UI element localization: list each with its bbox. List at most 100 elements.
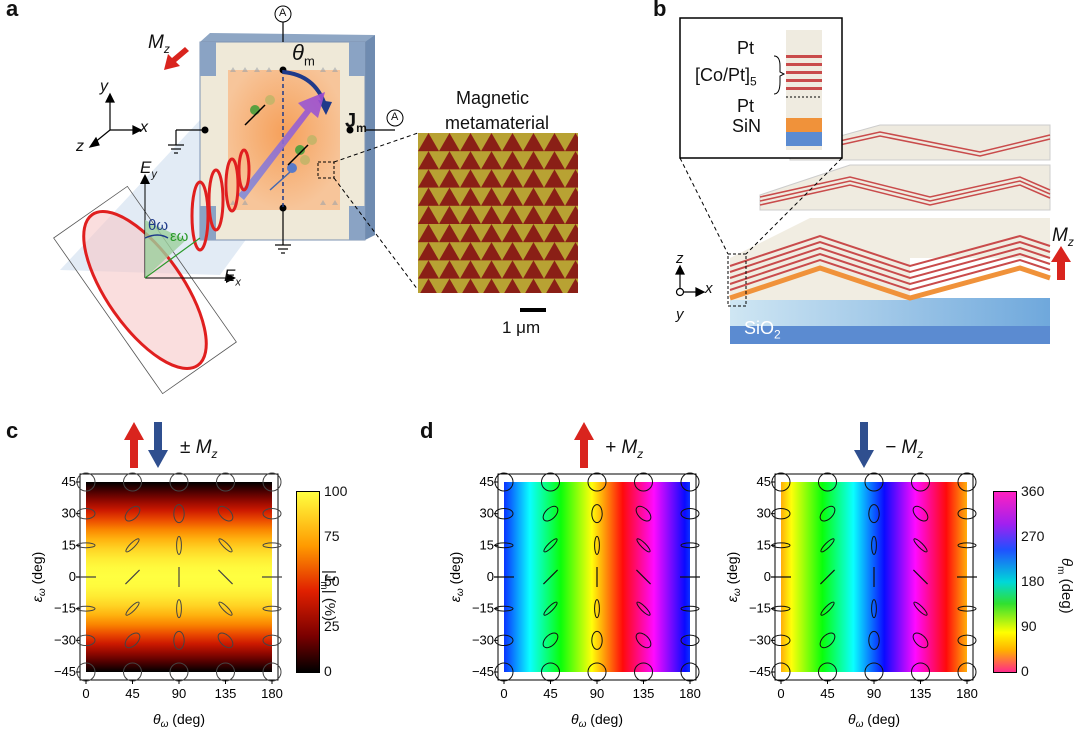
ex-label: Ex [224,266,241,289]
red-helix [190,148,251,252]
x-axis-label: θω (deg) [153,711,205,730]
polarization-glyph [912,632,929,649]
x-axis-label: θω (deg) [571,711,623,730]
polarization-glyph [913,538,928,553]
mz-up-arrow-b [1051,246,1071,280]
panel-d-right-title: − Mz [885,437,924,461]
y-tick-label: 0 [487,569,494,584]
ground-icon-bottom [275,244,291,254]
y-tick-label: 30 [757,506,771,521]
polarization-glyph [680,542,700,549]
polarization-glyph [125,569,140,585]
epsilon-omega-label: εω [170,228,189,245]
y-tick-label: 0 [764,569,771,584]
polarization-glyph [820,601,835,616]
polarization-glyph [594,599,600,619]
meta-title-1: Magnetic [456,88,530,108]
colorbar-c-tick-50: 50 [324,573,340,589]
y-tick-label: −15 [472,601,494,616]
y-tick-label: −15 [54,601,76,616]
polarization-glyph [957,634,977,647]
x-tick-label: 180 [261,686,283,701]
substrate-label: SiO2 [744,318,781,342]
y-axis-label: εω (deg) [447,552,466,603]
polarization-glyph [543,601,558,616]
polarization-glyph [262,507,282,520]
y-tick-label: 0 [69,569,76,584]
x-tick-label: 0 [82,686,89,701]
colorbar-c-label: |Jm| (%) [318,570,338,622]
colorbar-d-tick-0: 0 [1021,663,1029,679]
colorbar-d-tick-360: 360 [1021,483,1045,499]
ey-label: Ey [140,158,157,181]
theta-m-label: θm [292,40,315,69]
polarization-glyph [542,505,559,522]
polarization-glyph [123,472,142,492]
polarization-glyph [543,569,558,585]
device-top [200,33,375,42]
colorbar-c-tick-0: 0 [324,663,332,679]
polarization-glyph [216,662,235,682]
x-tick-label: 90 [867,686,881,701]
colorbar-c [296,491,320,673]
colorbar-d-tick-180: 180 [1021,573,1045,589]
polarization-glyph [957,472,977,492]
polarization-glyph [864,472,884,492]
polarization-glyph [591,504,603,524]
polarization-glyph [957,507,977,520]
triangle-array [230,67,338,205]
polarization-glyph [594,535,600,555]
polarization-glyph [218,538,233,553]
theta-m-arc [282,70,327,106]
axis-z-label-a: z [76,138,84,155]
x-tick-label: 0 [500,686,507,701]
colorbar-d-label: θm (deg) [1055,558,1075,614]
polarization-glyph [820,569,835,585]
y-tick-label: −30 [472,632,494,647]
polarization-glyph [912,505,929,522]
heatmap-d-left: 0 45 90 135 180 45 30 15 0 −15 −30 −45 θω (deg) εω (d… [447,472,701,730]
polarization-glyph [634,662,653,682]
polarization-glyph [868,630,880,650]
polarization-glyph [634,472,653,492]
ammeter-icon-top [274,5,292,23]
axes-icon [88,92,143,148]
jm-label: Jm [345,110,367,135]
x-tick-label: 45 [543,686,557,701]
x-tick-label: 90 [590,686,604,701]
panel-label-d: d [420,418,434,443]
polarization-glyph [218,569,233,585]
y-tick-label: 45 [757,474,771,489]
polarization-glyph [543,538,558,553]
y-tick-label: 15 [480,537,494,552]
polarization-glyph [262,472,282,492]
heatmap-c: 0 45 90 135 180 45 30 15 0 −15 −30 −45 θω (deg) εω (d… [29,472,283,730]
meta-title-2: metamaterial [445,113,550,133]
axis-x-label-a: x [140,119,148,136]
y-tick-label: 45 [480,474,494,489]
x-tick-label: 0 [777,686,784,701]
polarization-glyph [871,599,877,619]
polarization-glyph [173,504,185,524]
y-tick-label: 15 [62,537,76,552]
panel-label-b: b [653,0,667,21]
polarization-glyph [911,472,931,492]
colorbar-d-tick-270: 270 [1021,528,1045,544]
polarization-glyph [176,599,182,619]
polarization-glyph [636,538,651,553]
layer-pt-top: Pt [737,38,755,58]
y-tick-label: −45 [749,664,771,679]
layer-pt-bottom: Pt [737,96,755,116]
panel-d-left-title: + Mz [605,437,644,461]
theta-omega-label: θω [148,217,169,234]
metamaterial-image [418,133,578,293]
polarization-glyph [818,472,837,492]
polarization-glyph [217,632,234,649]
polarization-glyph [871,535,877,555]
y-tick-label: 30 [62,506,76,521]
axis-y-label-a: y [100,78,108,95]
polarization-glyph [680,472,700,492]
y-tick-label: 30 [480,506,494,521]
polarization-glyph [169,472,189,492]
polarization-ellipse [53,174,237,395]
